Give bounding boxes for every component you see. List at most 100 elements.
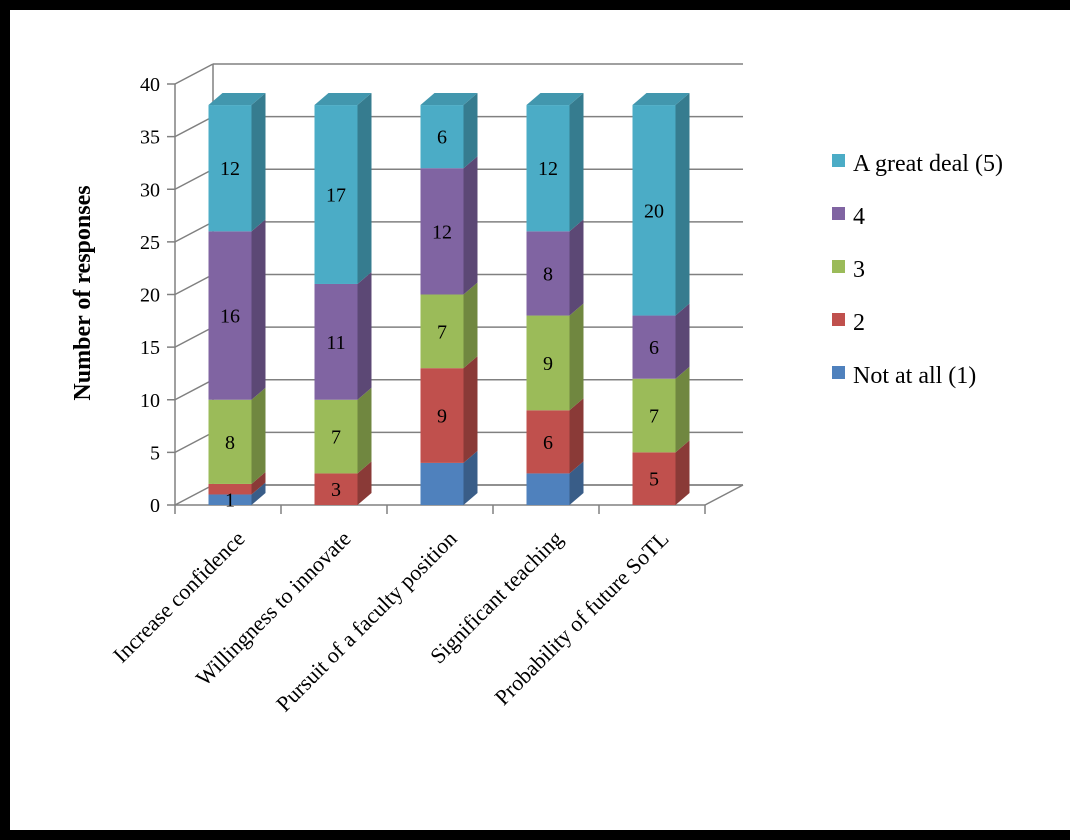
- y-tick-label: 20: [140, 285, 160, 307]
- bar-segment-side: [251, 471, 266, 495]
- bar-segment-side: [251, 387, 266, 484]
- bar-segment-top: [314, 93, 372, 106]
- data-label: 12: [220, 158, 240, 180]
- bar-segment-front: [314, 399, 358, 474]
- data-label: 8: [225, 432, 235, 454]
- y-tick-label: 10: [140, 390, 160, 412]
- bar-segment-side: [675, 303, 690, 379]
- bar-segment-side: [675, 366, 690, 453]
- bar-segment-front: [420, 462, 464, 505]
- bar-segment-side: [569, 93, 584, 232]
- data-label: 5: [649, 469, 659, 491]
- bar-segment-front: [208, 483, 252, 495]
- legend-swatch: [832, 260, 845, 273]
- bar-segment-top: [526, 93, 584, 106]
- grid-line-side: [174, 326, 214, 348]
- data-label: 3: [331, 479, 341, 501]
- legend: A great deal (5) 4 3 2 Not at all (1): [832, 151, 1003, 389]
- y-axis-title: Number of responses: [70, 185, 96, 400]
- legend-label: 4: [853, 204, 865, 230]
- y-tick-label: 35: [140, 127, 160, 149]
- grid-line-side: [174, 168, 214, 190]
- bar-segment-front: [420, 368, 464, 463]
- data-label: 17: [326, 185, 346, 207]
- bars-layer: [208, 93, 690, 505]
- bar-segment-side: [463, 450, 478, 505]
- bar-segment-front: [208, 399, 252, 484]
- data-label: 9: [543, 353, 553, 375]
- legend-label: 3: [853, 257, 865, 283]
- bar-segment-top: [420, 93, 478, 106]
- bar-segment-front: [208, 494, 252, 505]
- bar-segment-front: [420, 294, 464, 369]
- bar-segment-front: [314, 105, 358, 284]
- y-tick-label: 25: [140, 232, 160, 254]
- legend-label: Not at all (1): [853, 363, 976, 389]
- grid-line-side: [174, 63, 214, 85]
- data-label: 6: [543, 432, 553, 454]
- data-label: 9: [437, 406, 447, 428]
- bar-segment-front: [314, 473, 358, 505]
- x-tick-label: Probability of future SoTL: [490, 526, 674, 710]
- grid-line-side: [174, 221, 214, 243]
- legend-swatch: [832, 207, 845, 220]
- legend-swatch: [832, 154, 845, 167]
- data-label: 8: [543, 263, 553, 285]
- bar-segment-front: [632, 315, 676, 379]
- y-tick-label: 5: [150, 442, 160, 464]
- bar-segment-side: [675, 440, 690, 505]
- bar-segment-front: [526, 315, 570, 411]
- data-label: 16: [220, 306, 240, 328]
- bar-segment-top: [208, 93, 266, 106]
- bar-segment-side: [251, 93, 266, 232]
- bar-segment-side: [463, 156, 478, 295]
- bar-segment-side: [357, 387, 372, 474]
- legend-label: A great deal (5): [853, 151, 1003, 177]
- bar-segment-front: [526, 410, 570, 474]
- data-label: 6: [437, 127, 447, 149]
- grid-line-side: [174, 115, 214, 138]
- bar-segment-side: [463, 282, 478, 369]
- bar-segment-side: [463, 93, 478, 169]
- data-label: 12: [432, 221, 452, 243]
- bar-segment-front: [526, 473, 570, 505]
- bar-segment-side: [357, 93, 372, 284]
- bar-segment-top: [632, 93, 690, 106]
- bar-segment-front: [314, 283, 358, 400]
- data-label: 11: [326, 332, 345, 354]
- y-tick-label: 15: [140, 337, 160, 359]
- data-label: 6: [649, 337, 659, 359]
- legend-swatch: [832, 313, 845, 326]
- bar-segment-side: [357, 461, 372, 505]
- bar-segment-front: [208, 231, 252, 400]
- bar-segment-front: [632, 452, 676, 505]
- data-label: 7: [331, 427, 341, 449]
- data-label: 7: [649, 406, 659, 428]
- floor-right-edge: [704, 484, 744, 506]
- bar-segment-front: [632, 378, 676, 453]
- bar-segment-front: [420, 105, 464, 169]
- bar-segment-side: [251, 482, 266, 505]
- bar-segment-front: [420, 168, 464, 295]
- bar-segment-front: [632, 105, 676, 316]
- data-label: 12: [538, 158, 558, 180]
- bar-segment-side: [569, 398, 584, 474]
- y-tick-label: 40: [140, 74, 160, 96]
- bar-segment-front: [526, 105, 570, 232]
- legend-swatch: [832, 366, 845, 379]
- y-tick-label: 0: [150, 495, 160, 517]
- data-label: 1: [225, 490, 235, 512]
- grid-line-side: [174, 431, 214, 454]
- data-label: 7: [437, 321, 447, 343]
- bar-segment-side: [251, 219, 266, 400]
- grid-line-side: [174, 273, 214, 296]
- y-tick-label: 30: [140, 179, 160, 201]
- x-tick-label: Pursuit of a faculty position: [271, 526, 462, 717]
- bar-segment-side: [569, 461, 584, 505]
- bar-segment-front: [526, 231, 570, 316]
- bar-segment-side: [569, 219, 584, 316]
- bar-segment-side: [357, 271, 372, 400]
- bar-segment-side: [569, 303, 584, 411]
- grid-line-side: [174, 484, 214, 506]
